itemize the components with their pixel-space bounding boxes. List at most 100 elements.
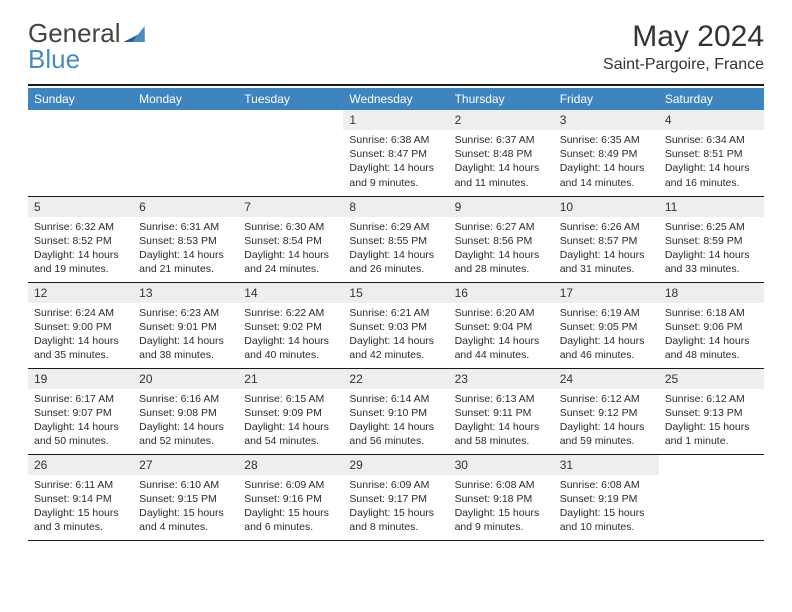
day-number: 5: [28, 197, 133, 217]
sunrise-text: Sunrise: 6:12 AM: [560, 392, 653, 406]
sunrise-text: Sunrise: 6:10 AM: [139, 478, 232, 492]
day-number: 21: [238, 369, 343, 389]
day-details: Sunrise: 6:09 AMSunset: 9:17 PMDaylight:…: [343, 475, 448, 539]
sunrise-text: Sunrise: 6:22 AM: [244, 306, 337, 320]
daylight-text: Daylight: 14 hours and 46 minutes.: [560, 334, 653, 362]
calendar-day-cell: 3Sunrise: 6:35 AMSunset: 8:49 PMDaylight…: [554, 110, 659, 196]
sunrise-text: Sunrise: 6:37 AM: [455, 133, 548, 147]
sunset-text: Sunset: 8:59 PM: [665, 234, 758, 248]
day-details: Sunrise: 6:15 AMSunset: 9:09 PMDaylight:…: [238, 389, 343, 453]
daylight-text: Daylight: 14 hours and 38 minutes.: [139, 334, 232, 362]
calendar-week-row: 1Sunrise: 6:38 AMSunset: 8:47 PMDaylight…: [28, 110, 764, 196]
daylight-text: Daylight: 15 hours and 8 minutes.: [349, 506, 442, 534]
sunset-text: Sunset: 8:52 PM: [34, 234, 127, 248]
calendar-day-cell: 1Sunrise: 6:38 AMSunset: 8:47 PMDaylight…: [343, 110, 448, 196]
calendar-day-cell: 7Sunrise: 6:30 AMSunset: 8:54 PMDaylight…: [238, 196, 343, 282]
sunset-text: Sunset: 8:49 PM: [560, 147, 653, 161]
title-block: May 2024 Saint-Pargoire, France: [603, 20, 764, 74]
calendar-day-cell: 11Sunrise: 6:25 AMSunset: 8:59 PMDayligh…: [659, 196, 764, 282]
calendar-day-cell: 10Sunrise: 6:26 AMSunset: 8:57 PMDayligh…: [554, 196, 659, 282]
day-number: 23: [449, 369, 554, 389]
day-number: 30: [449, 455, 554, 475]
calendar-day-cell: 12Sunrise: 6:24 AMSunset: 9:00 PMDayligh…: [28, 282, 133, 368]
day-details: Sunrise: 6:34 AMSunset: 8:51 PMDaylight:…: [659, 130, 764, 194]
calendar-day-cell: 17Sunrise: 6:19 AMSunset: 9:05 PMDayligh…: [554, 282, 659, 368]
day-number: 22: [343, 369, 448, 389]
sunset-text: Sunset: 9:07 PM: [34, 406, 127, 420]
sunrise-text: Sunrise: 6:20 AM: [455, 306, 548, 320]
sunset-text: Sunset: 8:54 PM: [244, 234, 337, 248]
day-number: 14: [238, 283, 343, 303]
sunset-text: Sunset: 9:14 PM: [34, 492, 127, 506]
day-details: Sunrise: 6:08 AMSunset: 9:18 PMDaylight:…: [449, 475, 554, 539]
daylight-text: Daylight: 14 hours and 24 minutes.: [244, 248, 337, 276]
calendar-day-cell: 2 Sunrise: 6:37 AMSunset: 8:48 PMDaylight…: [449, 110, 554, 196]
sunrise-text: Sunrise: 6:08 AM: [455, 478, 548, 492]
daylight-text: Daylight: 14 hours and 16 minutes.: [665, 161, 758, 189]
weekday-header: Thursday: [449, 88, 554, 110]
sunrise-text: Sunrise: 6:34 AM: [665, 133, 758, 147]
sunset-text: Sunset: 8:57 PM: [560, 234, 653, 248]
day-details: Sunrise: 6:21 AMSunset: 9:03 PMDaylight:…: [343, 303, 448, 367]
day-number: 29: [343, 455, 448, 475]
daylight-text: Daylight: 14 hours and 11 minutes.: [455, 161, 548, 189]
sunset-text: Sunset: 8:56 PM: [455, 234, 548, 248]
day-number: 7: [238, 197, 343, 217]
calendar-day-cell: 14Sunrise: 6:22 AMSunset: 9:02 PMDayligh…: [238, 282, 343, 368]
calendar-week-row: 5 Sunrise: 6:32 AMSunset: 8:52 PM Daylight…: [28, 196, 764, 282]
calendar-day-cell: 26Sunrise: 6:11 AMSunset: 9:14 PMDayligh…: [28, 454, 133, 540]
daylight-text: Daylight: 15 hours and 10 minutes.: [560, 506, 653, 534]
sunset-text: Sunset: 9:02 PM: [244, 320, 337, 334]
calendar-day-cell: [28, 110, 133, 196]
day-details: Sunrise: 6:16 AMSunset: 9:08 PMDaylight:…: [133, 389, 238, 453]
sunset-text: Sunset: 8:48 PM: [455, 147, 548, 161]
calendar-week-row: 19Sunrise: 6:17 AMSunset: 9:07 PMDayligh…: [28, 368, 764, 454]
calendar-day-cell: 8Sunrise: 6:29 AMSunset: 8:55 PMDaylight…: [343, 196, 448, 282]
day-number: 25: [659, 369, 764, 389]
sunrise-text: Sunrise: 6:15 AM: [244, 392, 337, 406]
sunrise-text: Sunrise: 6:32 AM: [34, 220, 127, 234]
daylight-text: Daylight: 14 hours and 42 minutes.: [349, 334, 442, 362]
calendar-day-cell: 15Sunrise: 6:21 AMSunset: 9:03 PMDayligh…: [343, 282, 448, 368]
sunrise-text: Sunrise: 6:21 AM: [349, 306, 442, 320]
daylight-text: Daylight: 15 hours and 4 minutes.: [139, 506, 232, 534]
calendar-day-cell: [659, 454, 764, 540]
calendar-day-cell: 22Sunrise: 6:14 AMSunset: 9:10 PMDayligh…: [343, 368, 448, 454]
sunrise-text: Sunrise: 6:09 AM: [349, 478, 442, 492]
day-number: 13: [133, 283, 238, 303]
day-number: 9: [449, 197, 554, 217]
sunset-text: Sunset: 9:16 PM: [244, 492, 337, 506]
calendar-day-cell: 30Sunrise: 6:08 AMSunset: 9:18 PMDayligh…: [449, 454, 554, 540]
day-number: 6: [133, 197, 238, 217]
sunset-text: Sunset: 9:05 PM: [560, 320, 653, 334]
day-details: Sunrise: 6:14 AMSunset: 9:10 PMDaylight:…: [343, 389, 448, 453]
brand-logo: GeneralBlue: [28, 20, 145, 72]
day-number: 28: [238, 455, 343, 475]
calendar-day-cell: 23Sunrise: 6:13 AMSunset: 9:11 PMDayligh…: [449, 368, 554, 454]
day-number: 2: [449, 110, 554, 130]
calendar-day-cell: 16Sunrise: 6:20 AMSunset: 9:04 PMDayligh…: [449, 282, 554, 368]
daylight-text: Daylight: 14 hours and 48 minutes.: [665, 334, 758, 362]
calendar-week-row: 26Sunrise: 6:11 AMSunset: 9:14 PMDayligh…: [28, 454, 764, 540]
daylight-text: Daylight: 15 hours and 1 minute.: [665, 420, 758, 448]
sunset-text: Sunset: 9:15 PM: [139, 492, 232, 506]
day-details: Sunrise: 6:22 AMSunset: 9:02 PMDaylight:…: [238, 303, 343, 367]
daylight-text: Daylight: 14 hours and 21 minutes.: [139, 248, 232, 276]
weekday-header-row: SundayMondayTuesdayWednesdayThursdayFrid…: [28, 88, 764, 110]
daylight-text: Daylight: 14 hours and 33 minutes.: [665, 248, 758, 276]
day-details: Sunrise: 6:13 AMSunset: 9:11 PMDaylight:…: [449, 389, 554, 453]
daylight-text: Daylight: 15 hours and 9 minutes.: [455, 506, 548, 534]
sunrise-text: Sunrise: 6:17 AM: [34, 392, 127, 406]
day-details: Sunrise: 6:11 AMSunset: 9:14 PMDaylight:…: [28, 475, 133, 539]
day-details: Sunrise: 6:29 AMSunset: 8:55 PMDaylight:…: [343, 217, 448, 281]
sunrise-text: Sunrise: 6:27 AM: [455, 220, 548, 234]
sunset-text: Sunset: 9:11 PM: [455, 406, 548, 420]
day-details: Sunrise: 6:31 AMSunset: 8:53 PMDaylight:…: [133, 217, 238, 281]
calendar-day-cell: 25Sunrise: 6:12 AMSunset: 9:13 PMDayligh…: [659, 368, 764, 454]
sunset-text: Sunset: 9:08 PM: [139, 406, 232, 420]
daylight-text: Daylight: 15 hours and 6 minutes.: [244, 506, 337, 534]
day-number: 3: [554, 110, 659, 130]
day-details: Sunrise: 6:09 AMSunset: 9:16 PMDaylight:…: [238, 475, 343, 539]
day-number: 15: [343, 283, 448, 303]
daylight-text: Daylight: 14 hours and 50 minutes.: [34, 420, 127, 448]
